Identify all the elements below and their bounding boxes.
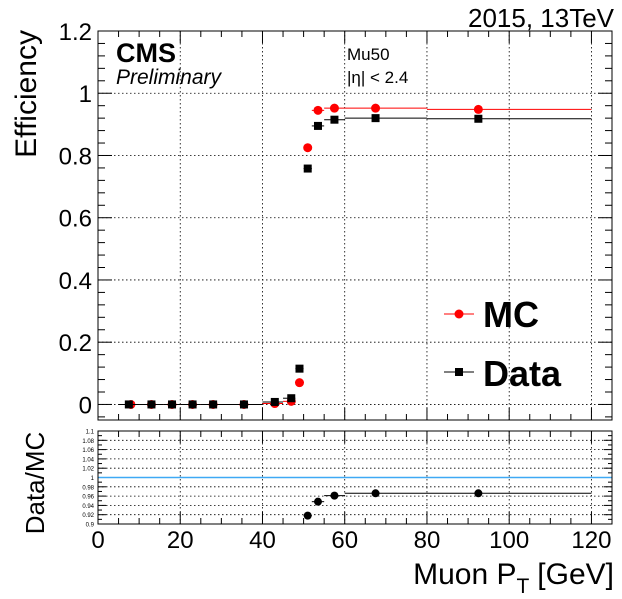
y-tick-label: 1 xyxy=(79,81,92,108)
x-axis-title-main: Muon P xyxy=(413,558,516,591)
legend-label-mc: MC xyxy=(483,294,539,335)
data-point xyxy=(474,114,483,123)
data-point xyxy=(313,497,322,506)
efficiency-y-tick-labels: 0 0.2 0.4 0.6 0.8 1 1.2 xyxy=(59,19,92,419)
data-point xyxy=(295,364,304,373)
ratio-y-tick-label: 1 xyxy=(91,476,95,482)
y-tick-label: 0.8 xyxy=(59,143,92,170)
energy-label: 2015, 13TeV xyxy=(468,3,615,33)
y-tick-label: 0 xyxy=(79,392,92,419)
legend-entry-mc: MC xyxy=(444,294,539,335)
data-point xyxy=(287,394,296,403)
y-tick-label: 0.6 xyxy=(59,206,92,233)
x-tick-label: 20 xyxy=(167,527,194,554)
efficiency-plot: 0 0.2 0.4 0.6 0.8 1 1.2 xyxy=(59,19,613,421)
ratio-y-tick-label: 0.94 xyxy=(82,504,94,510)
data-point xyxy=(473,104,483,114)
preliminary-label: Preliminary xyxy=(116,66,223,89)
data-point xyxy=(330,115,339,124)
x-axis-title-unit: [GeV] xyxy=(537,558,614,591)
data-point xyxy=(188,400,197,409)
ratio-x-tick-labels: 0 20 40 60 80 100 120 xyxy=(91,527,611,554)
y-tick-label: 0.4 xyxy=(59,268,92,295)
eta-label: |η| < 2.4 xyxy=(347,68,408,87)
efficiency-frame xyxy=(97,30,613,421)
cms-label: CMS xyxy=(116,38,176,68)
x-tick-label: 60 xyxy=(331,527,358,554)
ratio-y-axis-title: Data/MC xyxy=(20,432,50,535)
ratio-y-tick-label: 1.02 xyxy=(82,467,94,473)
series-ratio xyxy=(303,489,592,520)
x-tick-label: 120 xyxy=(571,527,611,554)
ratio-y-tick-label: 1.1 xyxy=(86,430,95,436)
y-axis-title: Efficiency xyxy=(10,30,43,158)
legend-marker-mc xyxy=(454,309,464,319)
ratio-y-tick-label: 0.98 xyxy=(82,485,94,491)
y-tick-label: 0.2 xyxy=(59,330,92,357)
data-point xyxy=(303,143,313,153)
x-tick-label: 80 xyxy=(414,527,441,554)
legend-label-data: Data xyxy=(483,353,562,394)
data-point xyxy=(294,378,304,388)
data-point xyxy=(303,164,312,173)
data-point xyxy=(371,103,381,113)
ratio-y-tick-label: 0.92 xyxy=(82,513,94,519)
efficiency-grid xyxy=(98,31,612,420)
data-point xyxy=(474,489,483,498)
ratio-y-tick-label: 1.08 xyxy=(82,439,94,445)
data-point xyxy=(330,491,339,500)
data-point xyxy=(209,400,218,409)
data-point xyxy=(124,400,133,409)
data-point xyxy=(270,397,279,406)
efficiency-marks xyxy=(118,103,592,409)
ratio-frame xyxy=(97,430,613,525)
x-tick-label: 100 xyxy=(489,527,529,554)
data-point xyxy=(371,489,380,498)
trigger-label: Mu50 xyxy=(347,45,390,64)
ratio-plot: 0.90.920.940.960.9811.021.041.061.081.1 … xyxy=(82,430,613,554)
ratio-y-tick-label: 1.04 xyxy=(82,457,94,463)
data-point xyxy=(313,105,323,115)
x-tick-label: 40 xyxy=(249,527,276,554)
ratio-marks xyxy=(303,489,592,520)
y-tick-label: 1.2 xyxy=(59,19,92,46)
data-point xyxy=(329,103,339,113)
data-point xyxy=(313,121,322,130)
ratio-y-tick-labels: 0.9 0.92 0.94 0.96 0.98 1 1.02 1.04 1.06 1.08 1.1 xyxy=(82,430,94,529)
x-tick-label: 0 xyxy=(91,527,104,554)
series-data xyxy=(118,114,592,409)
ratio-y-tick-label: 0.96 xyxy=(82,495,94,501)
x-axis-title-sub: T xyxy=(516,575,529,598)
ratio-y-tick-label: 1.06 xyxy=(82,448,94,454)
data-point xyxy=(239,400,248,409)
data-point xyxy=(168,400,177,409)
data-point xyxy=(147,400,156,409)
legend-entry-data: Data xyxy=(444,353,562,394)
ratio-y-tick-label: 0.9 xyxy=(86,523,95,529)
legend: MC Data xyxy=(444,294,562,394)
x-axis-title: Muon PT [GeV] xyxy=(413,558,614,598)
data-point xyxy=(303,511,312,520)
data-point xyxy=(371,114,380,123)
legend-marker-data xyxy=(455,368,463,376)
